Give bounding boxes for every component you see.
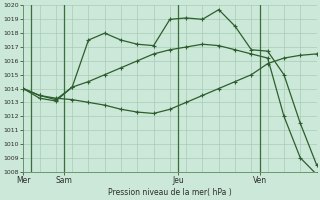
X-axis label: Pression niveau de la mer( hPa ): Pression niveau de la mer( hPa ) — [108, 188, 232, 197]
